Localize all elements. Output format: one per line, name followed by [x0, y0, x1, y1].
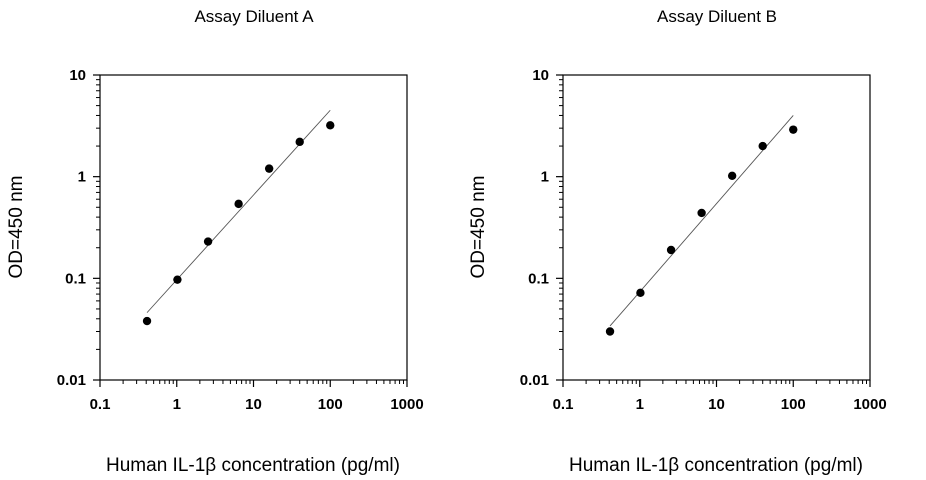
y-tick-label: 1 — [78, 169, 86, 186]
y-axis-label: OD=450 nm — [468, 176, 489, 279]
plot-frame — [99, 74, 408, 381]
chart-panel-b: Assay Diluent B OD=450 nm Human IL-1β co… — [468, 7, 887, 476]
x-tick-label: 100 — [318, 396, 343, 413]
data-point — [697, 208, 706, 218]
y-tick-label: 10 — [532, 67, 549, 84]
data-point — [203, 237, 213, 246]
x-tick-label: 0.1 — [90, 396, 111, 413]
x-tick-label: 1000 — [853, 396, 886, 413]
x-tick-label: 10 — [245, 396, 262, 413]
y-tick-label: 10 — [69, 67, 86, 84]
data-point — [666, 245, 676, 255]
data-point — [234, 199, 243, 209]
chart-title: Assay Diluent A — [194, 7, 314, 26]
x-axis-label: Human IL-1β concentration (pg/ml) — [569, 455, 863, 476]
y-tick-label: 0.01 — [520, 372, 549, 389]
data-point — [727, 171, 737, 180]
data-point — [264, 164, 274, 173]
x-tick-label: 0.1 — [553, 396, 574, 413]
x-tick-label: 100 — [781, 396, 806, 413]
x-axis-label: Human IL-1β concentration (pg/ml) — [106, 455, 400, 476]
x-tick-label: 1000 — [390, 396, 423, 413]
data-point — [326, 121, 335, 130]
data-point — [295, 137, 304, 147]
chart-panel-a: Assay Diluent A OD=450 nm Human IL-1β co… — [6, 7, 424, 476]
y-tick-label: 1 — [541, 169, 549, 186]
data-point — [173, 275, 182, 284]
data-point — [605, 327, 615, 336]
y-axis-label: OD=450 nm — [6, 176, 27, 279]
y-tick-label: 0.01 — [57, 372, 86, 389]
data-point — [789, 125, 798, 134]
y-tick-label: 0.1 — [65, 270, 86, 287]
y-tick-label: 0.1 — [528, 270, 549, 287]
data-point — [758, 141, 767, 151]
data-point — [142, 316, 152, 326]
data-point — [636, 288, 645, 298]
x-tick-label: 1 — [636, 396, 644, 413]
x-tick-label: 10 — [708, 396, 725, 413]
chart-title: Assay Diluent B — [657, 7, 777, 26]
x-tick-label: 1 — [173, 396, 181, 413]
